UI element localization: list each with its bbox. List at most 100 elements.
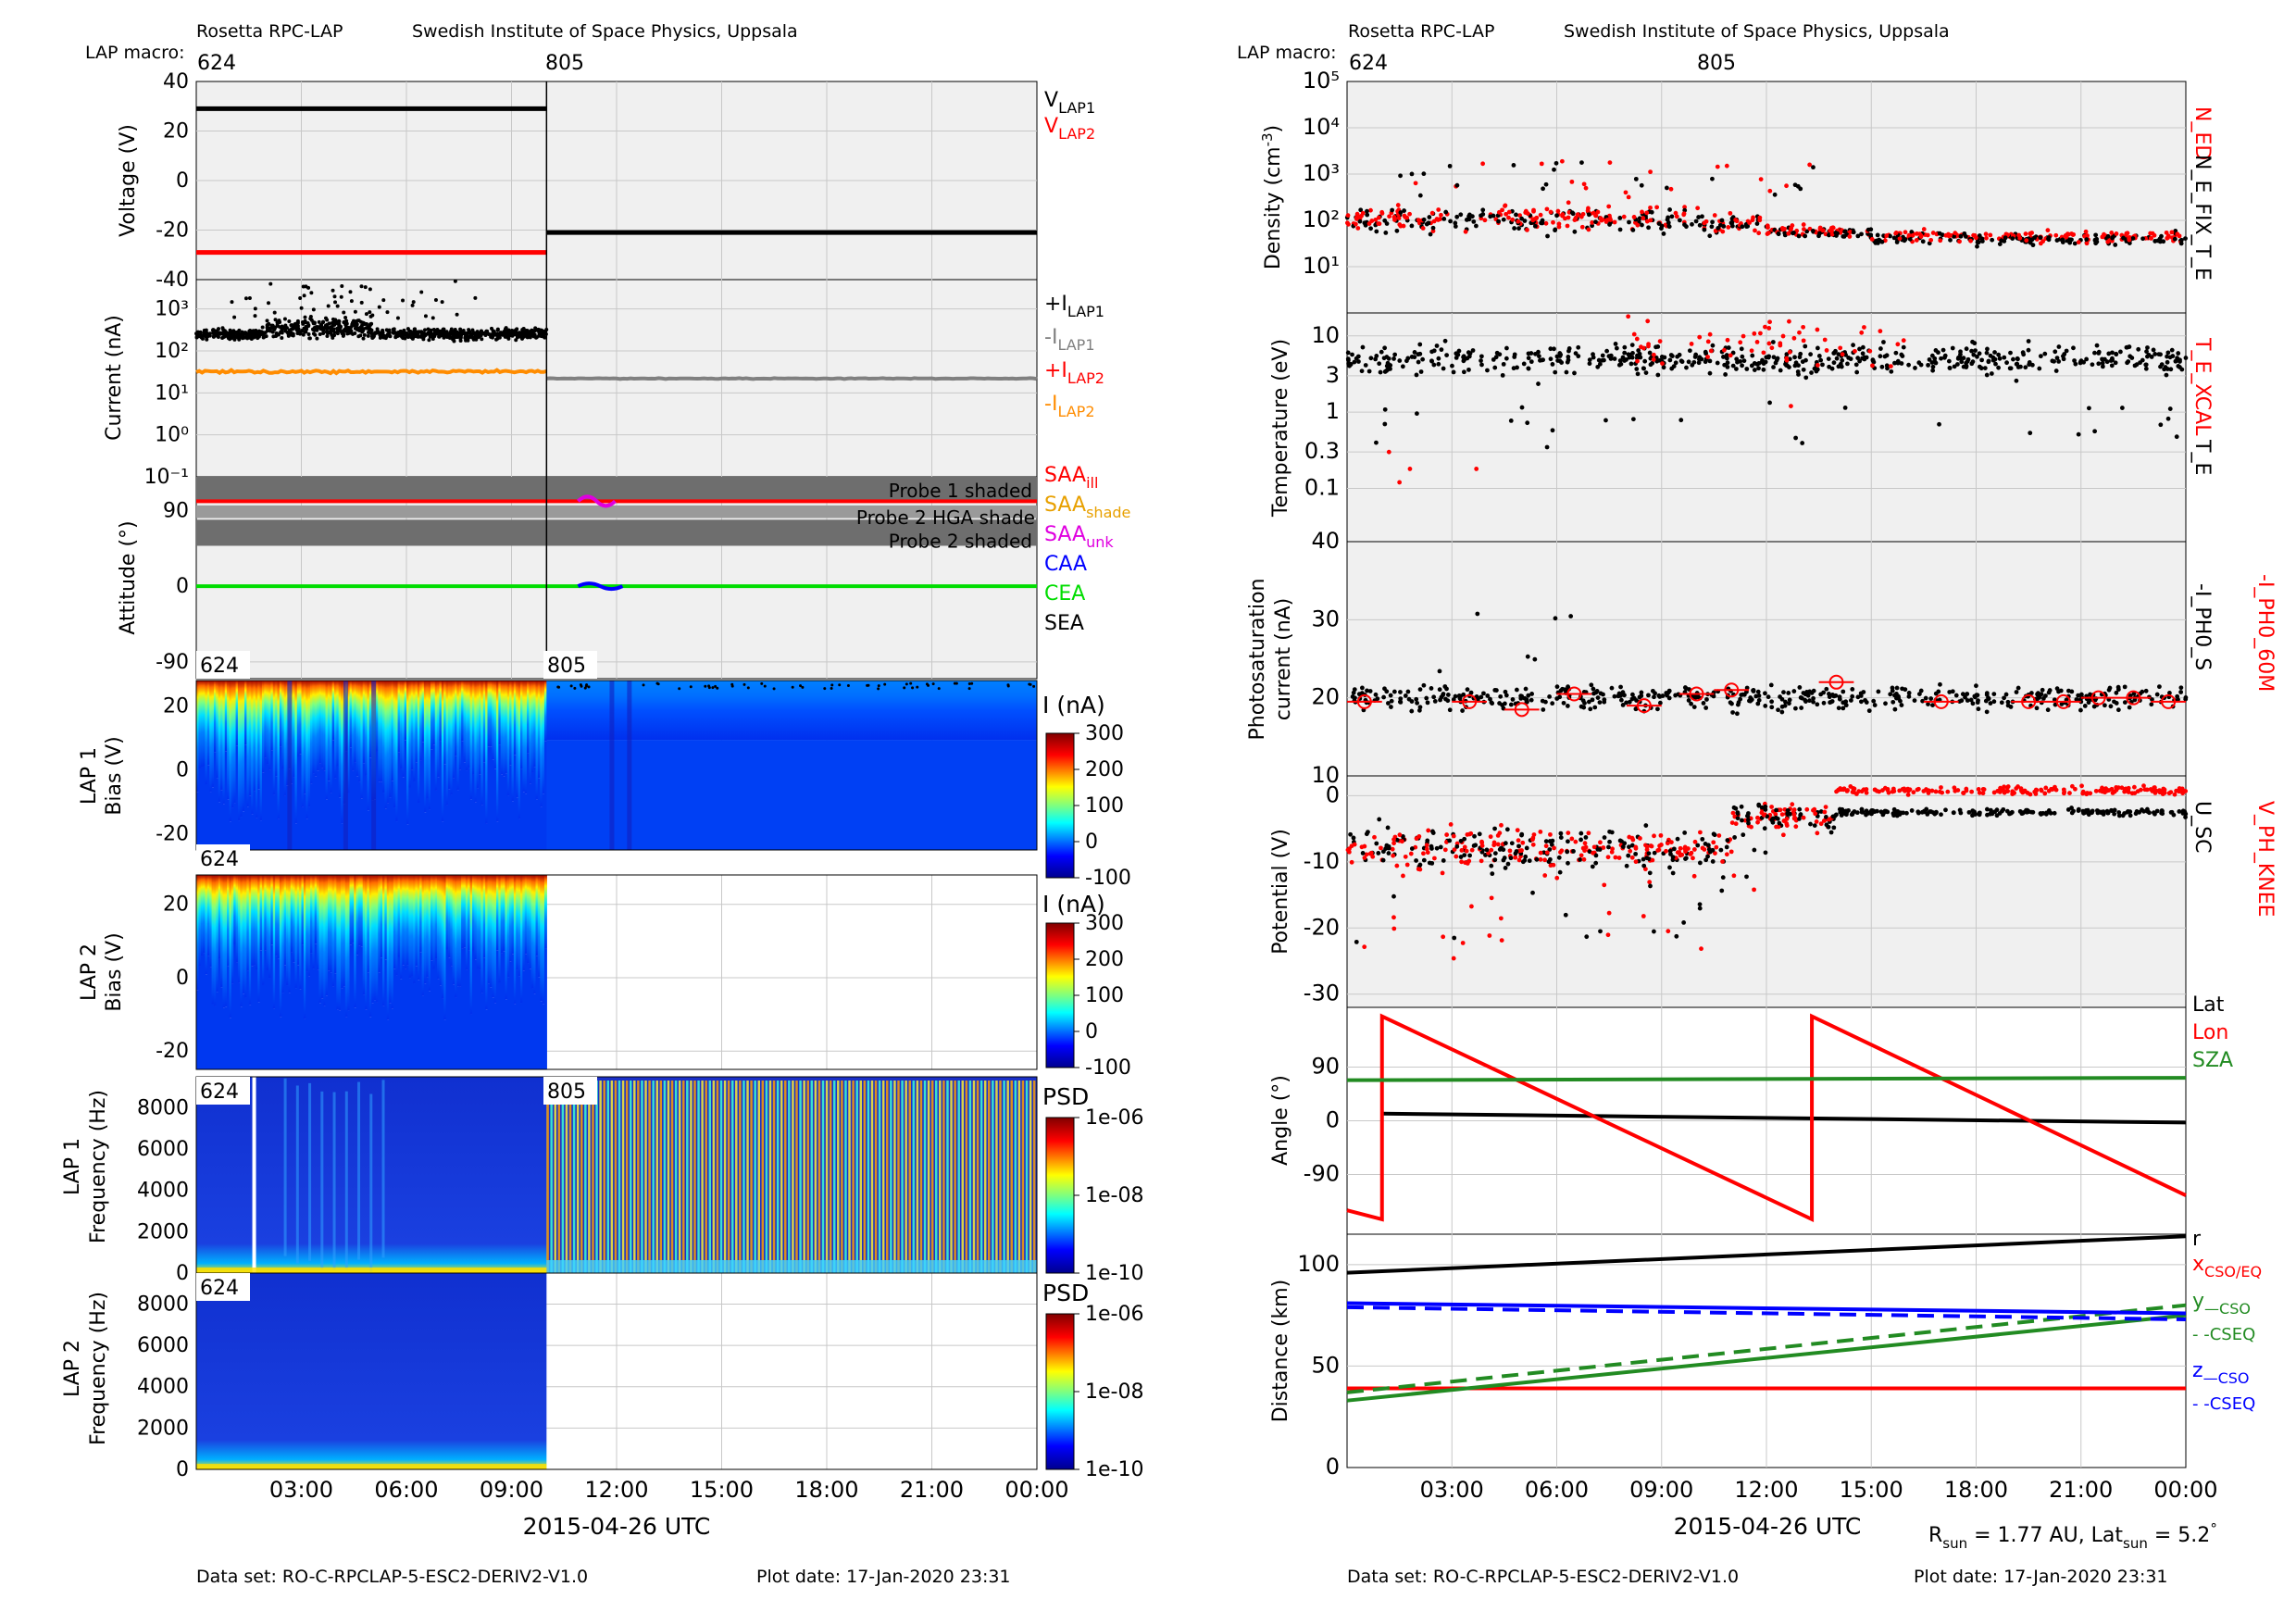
heatmap-column-low <box>529 783 532 850</box>
data-point-t-e <box>1984 372 1990 378</box>
heatmap-column <box>505 875 508 1000</box>
data-point-i-ph0-s <box>1755 689 1761 694</box>
data-point-plus-ilap1 <box>239 332 243 337</box>
heatmap-column-low <box>290 952 293 1069</box>
heatmap-column-low <box>288 993 292 1069</box>
heatmap-column <box>492 875 495 998</box>
heatmap-column <box>445 875 449 950</box>
data-point-n-e-fix-t-e <box>1357 219 1363 224</box>
data-point-n-e-fix-t-e <box>1427 215 1432 219</box>
data-point-n-e-fix-t-e <box>1754 221 1760 227</box>
heatmap-column <box>261 875 265 985</box>
data-point-n-ed <box>1604 218 1610 222</box>
data-point-t-e <box>1950 345 1955 351</box>
data-point-i-ph0-s <box>1589 682 1594 688</box>
data-point-t-e <box>1986 359 1991 365</box>
heatmap-column-low <box>404 740 407 850</box>
data-point-i-ph0-s <box>1437 668 1442 674</box>
data-point-u-sc <box>1785 811 1791 817</box>
data-point-t-e <box>1946 358 1952 364</box>
data-point-v-ph-knee <box>1976 787 1981 792</box>
dataset-text: Data set: RO-C-RPCLAP-5-ESC2-DERIV2-V1.0 <box>1347 1567 1739 1587</box>
heatmap-speck <box>730 684 734 688</box>
data-point-plus-ilap1 <box>297 330 302 334</box>
heatmap-line <box>912 1081 916 1273</box>
data-point-t-e <box>1970 359 1976 365</box>
data-point-v-ph-knee <box>1515 828 1520 833</box>
data-point-v-ph-knee <box>1933 789 1939 794</box>
data-point-plus-ilap1 <box>401 298 406 303</box>
heatmap-column-low <box>327 781 331 850</box>
data-point-u-sc <box>1705 843 1711 848</box>
data-point-v-ph-knee <box>1641 914 1646 918</box>
heatmap-speck <box>909 681 913 685</box>
heatmap-column <box>421 681 425 743</box>
data-point-t-e <box>1726 345 1731 350</box>
heatmap-column-low <box>465 969 468 1069</box>
data-point-v-ph-knee <box>2158 789 2164 794</box>
data-point-n-ed <box>1765 231 1770 236</box>
data-point-i-ph0-s <box>1425 700 1430 706</box>
data-point-n-e-fix-t-e <box>1488 214 1493 219</box>
heatmap-line <box>995 1081 998 1273</box>
data-point-outlier <box>1664 185 1669 191</box>
heatmap-line <box>757 1081 760 1273</box>
data-point-plus-ilap1 <box>277 319 281 323</box>
data-point-i-ph0-s <box>1554 684 1560 690</box>
data-point-v-ph-knee <box>1403 854 1408 859</box>
data-point-n-ed <box>1925 232 1930 238</box>
data-point-v-ph-knee <box>1818 821 1824 827</box>
data-point-v-ph-knee <box>1507 848 1513 854</box>
data-point-plus-ilap1 <box>500 331 505 336</box>
colorbar-tick-label: -100 <box>1085 1056 1131 1080</box>
heatmap-column-low <box>318 1003 322 1069</box>
data-point-u-sc <box>1759 805 1765 810</box>
data-point-t-e <box>1655 344 1661 349</box>
data-point-u-sc <box>1565 849 1570 855</box>
data-point-plus-ilap1 <box>309 291 314 295</box>
heatmap-column <box>277 875 281 959</box>
heatmap-column-low <box>530 772 534 850</box>
heatmap-column-low <box>524 793 528 850</box>
heatmap-column <box>362 681 366 764</box>
data-point-i-ph0-s <box>1592 705 1598 710</box>
data-point-v-ph-knee <box>2100 789 2105 794</box>
data-point-plus-ilap1 <box>232 333 237 338</box>
heatmap-line <box>557 1081 561 1273</box>
data-point-u-sc <box>1700 836 1705 842</box>
y-tick-label: 0 <box>1326 1454 1340 1480</box>
heatmap-column <box>216 681 219 779</box>
data-point-plus-ilap1 <box>272 310 277 315</box>
data-point-v-ph-knee <box>2152 785 2157 791</box>
data-point-i-ph0-s <box>1953 693 1959 698</box>
data-point-t-e <box>1526 366 1531 371</box>
data-point-t-e <box>1647 350 1653 356</box>
data-point-plus-ilap1 <box>279 330 283 334</box>
heatmap-line <box>610 1081 614 1273</box>
data-point-n-ed <box>2084 241 2090 246</box>
heatmap-line <box>780 1081 783 1273</box>
heatmap-column <box>511 681 515 802</box>
heatmap-column-low <box>458 769 462 850</box>
y-tick-label: 0.1 <box>1304 474 1340 500</box>
data-point-t-e <box>1722 362 1728 368</box>
heatmap-column-low <box>537 778 541 850</box>
data-point-v-ph-knee <box>1633 845 1639 851</box>
data-point-plus-ilap1 <box>232 337 237 342</box>
data-point-n-ed <box>1510 217 1516 222</box>
heatmap-column-low <box>489 746 493 850</box>
heatmap-speck <box>791 685 794 689</box>
data-point-u-sc <box>1643 823 1649 828</box>
data-point-plus-ilap1 <box>278 325 282 330</box>
data-point-t-e <box>1526 356 1531 361</box>
data-point-n-ed <box>1373 217 1379 222</box>
data-point-v-ph-knee <box>1391 853 1396 858</box>
data-point-t-e <box>1947 365 1953 370</box>
data-point-n-ed <box>1720 229 1726 234</box>
heatmap-column-low <box>283 795 287 850</box>
data-point-u-sc <box>2151 810 2156 816</box>
data-point-n-e-fix-t-e <box>1358 207 1364 213</box>
heatmap-column <box>389 875 393 1004</box>
heatmap-column-low <box>318 763 322 850</box>
data-point-u-sc <box>2076 808 2081 813</box>
